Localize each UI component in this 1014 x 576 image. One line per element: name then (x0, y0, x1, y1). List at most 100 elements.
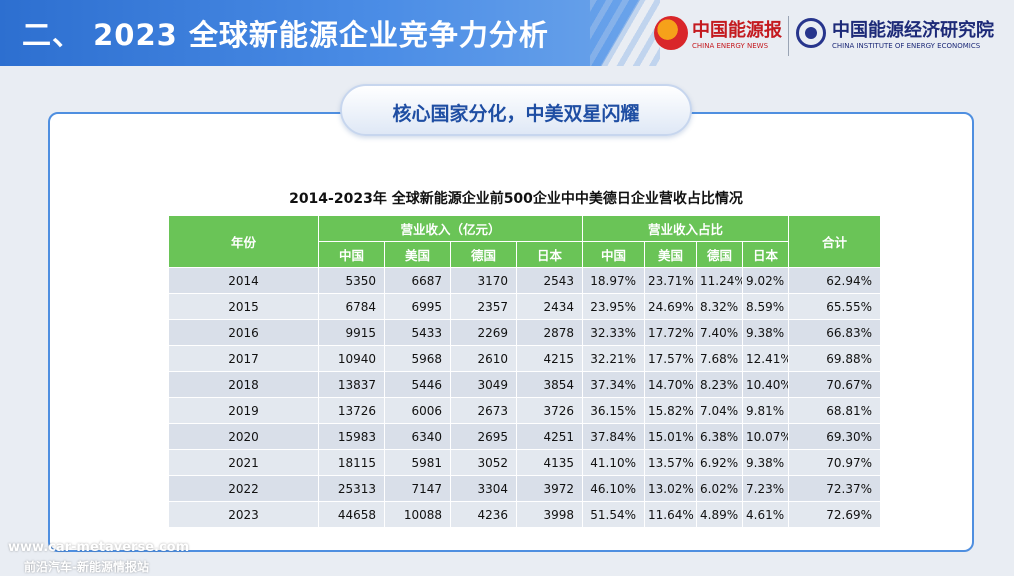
subtitle-text: 核心国家分化，中美双星闪耀 (392, 103, 640, 125)
year-cell: 2015 (168, 293, 319, 320)
revenue-cell: 2543 (515, 267, 584, 294)
share-cell: 7.68% (696, 345, 744, 372)
share-cell: 23.95% (582, 293, 646, 320)
logo-divider (788, 16, 789, 56)
share-cell: 6.38% (696, 423, 744, 450)
share-cell: 23.71% (644, 267, 698, 294)
share-cell: 4.61% (742, 501, 790, 528)
revenue-cell: 4236 (450, 501, 517, 528)
revenue-share-table: 年份 营业收入（亿元） 营业收入占比 合计 中国 美国 德国 日本 中国 美国 … (168, 215, 882, 528)
revenue-cell: 3304 (450, 475, 517, 502)
year-cell: 2019 (168, 397, 319, 424)
revenue-cell: 25313 (318, 475, 385, 502)
revenue-cell: 5968 (384, 345, 451, 372)
revenue-cell: 6340 (384, 423, 451, 450)
revenue-cell: 6006 (384, 397, 451, 424)
revenue-cell: 2269 (450, 319, 517, 346)
share-cell: 37.34% (582, 371, 646, 398)
revenue-cell: 4251 (515, 423, 584, 450)
revenue-cell: 2434 (515, 293, 584, 320)
revenue-cell: 44658 (318, 501, 385, 528)
share-cell: 7.23% (742, 475, 790, 502)
share-cell: 32.21% (582, 345, 646, 372)
share-cell: 24.69% (644, 293, 698, 320)
table-title: 2014-2023年 全球新能源企业前500企业中中美德日企业营收占比情况 (289, 191, 743, 207)
share-cell: 9.38% (742, 319, 790, 346)
total-cell: 69.30% (788, 423, 882, 450)
revenue-cell: 13726 (318, 397, 385, 424)
revenue-country-header: 中国 (318, 241, 385, 268)
share-cell: 15.82% (644, 397, 698, 424)
institute-logo-text: 中国能源经济研究院 (832, 20, 994, 41)
share-cell: 13.02% (644, 475, 698, 502)
share-cell: 9.81% (742, 397, 790, 424)
total-cell: 65.55% (788, 293, 882, 320)
share-country-header: 中国 (582, 241, 646, 268)
total-cell: 72.69% (788, 501, 882, 528)
revenue-header: 营业收入（亿元） (317, 215, 584, 242)
total-cell: 66.83% (788, 319, 882, 346)
institute-emblem-icon (796, 18, 826, 48)
revenue-cell: 10088 (384, 501, 451, 528)
total-cell: 68.81% (788, 397, 882, 424)
share-cell: 10.07% (742, 423, 790, 450)
revenue-cell: 3972 (515, 475, 584, 502)
share-cell: 17.72% (644, 319, 698, 346)
revenue-cell: 3998 (515, 501, 584, 528)
share-country-header: 日本 (742, 241, 790, 268)
revenue-cell: 5433 (384, 319, 451, 346)
year-cell: 2021 (168, 449, 319, 476)
logos-area: 中国能源报 CHINA ENERGY NEWS 中国能源经济研究院 CHINA … (654, 14, 1004, 60)
revenue-cell: 9915 (318, 319, 385, 346)
year-cell: 2017 (168, 345, 319, 372)
share-cell: 8.23% (696, 371, 744, 398)
share-cell: 51.54% (582, 501, 646, 528)
revenue-cell: 2610 (450, 345, 517, 372)
table-row: 2020 15983 6340 2695 4251 37.84% 15.01% … (168, 423, 882, 450)
table-row: 2023 44658 10088 4236 3998 51.54% 11.64%… (168, 501, 882, 528)
table-row: 2017 10940 5968 2610 4215 32.21% 17.57% … (168, 345, 882, 372)
header-banner (0, 0, 640, 66)
table-row: 2018 13837 5446 3049 3854 37.34% 14.70% … (168, 371, 882, 398)
total-cell: 69.88% (788, 345, 882, 372)
page-title: 二、 2023 全球新能源企业竞争力分析 (22, 18, 549, 52)
share-cell: 37.84% (582, 423, 646, 450)
watermark-name: 前沿汽车-新能源情报站 (24, 560, 149, 574)
total-cell: 62.94% (788, 267, 882, 294)
year-cell: 2016 (168, 319, 319, 346)
revenue-cell: 3854 (515, 371, 584, 398)
share-cell: 41.10% (582, 449, 646, 476)
revenue-country-header: 德国 (450, 241, 517, 268)
share-cell: 7.40% (696, 319, 744, 346)
revenue-cell: 2357 (450, 293, 517, 320)
revenue-cell: 3170 (450, 267, 517, 294)
share-cell: 11.64% (644, 501, 698, 528)
year-header: 年份 (168, 215, 319, 268)
share-cell: 46.10% (582, 475, 646, 502)
year-cell: 2018 (168, 371, 319, 398)
share-cell: 36.15% (582, 397, 646, 424)
revenue-country-header: 美国 (384, 241, 451, 268)
share-cell: 4.89% (696, 501, 744, 528)
share-country-header: 美国 (644, 241, 698, 268)
total-cell: 72.37% (788, 475, 882, 502)
banner-stripes-decoration (590, 0, 660, 66)
table-row: 2016 9915 5433 2269 2878 32.33% 17.72% 7… (168, 319, 882, 346)
share-cell: 32.33% (582, 319, 646, 346)
revenue-cell: 6784 (318, 293, 385, 320)
table-row: 2019 13726 6006 2673 3726 36.15% 15.82% … (168, 397, 882, 424)
total-cell: 70.67% (788, 371, 882, 398)
table-row: 2014 5350 6687 3170 2543 18.97% 23.71% 1… (168, 267, 882, 294)
revenue-cell: 4135 (515, 449, 584, 476)
revenue-cell: 6687 (384, 267, 451, 294)
share-cell: 14.70% (644, 371, 698, 398)
revenue-country-header: 日本 (515, 241, 584, 268)
total-header: 合计 (788, 215, 882, 268)
total-cell: 70.97% (788, 449, 882, 476)
share-cell: 8.32% (696, 293, 744, 320)
china-energy-news-logo-english: CHINA ENERGY NEWS (692, 42, 769, 50)
revenue-cell: 18115 (318, 449, 385, 476)
table-row: 2022 25313 7147 3304 3972 46.10% 13.02% … (168, 475, 882, 502)
share-cell: 9.02% (742, 267, 790, 294)
revenue-cell: 4215 (515, 345, 584, 372)
